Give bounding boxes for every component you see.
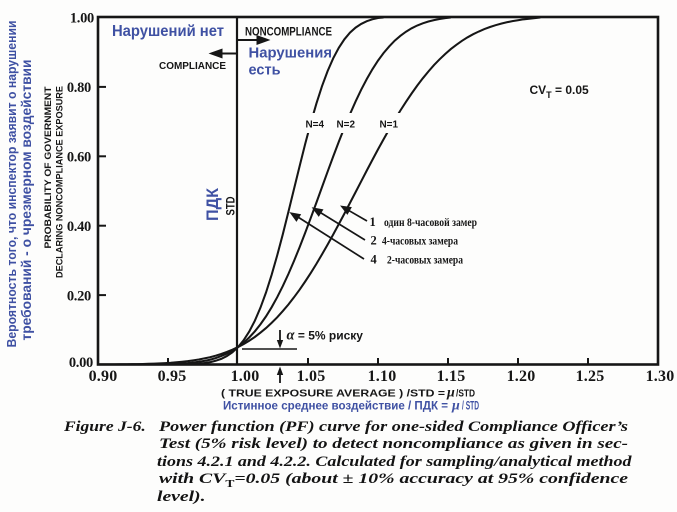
svg-text:/STD: /STD bbox=[456, 388, 475, 400]
svg-text:4-часовых замера: 4-часовых замера bbox=[382, 236, 458, 248]
svg-text:0.00: 0.00 bbox=[69, 355, 93, 371]
svg-text:4: 4 bbox=[371, 253, 378, 267]
svg-text:1.00: 1.00 bbox=[231, 368, 260, 385]
svg-text:1.20: 1.20 bbox=[507, 368, 536, 385]
svg-text:1: 1 bbox=[370, 215, 376, 229]
svg-text:N=2: N=2 bbox=[337, 119, 356, 131]
svg-text:1.15: 1.15 bbox=[437, 368, 466, 385]
svg-text:Нарушения: Нарушения bbox=[249, 45, 333, 62]
svg-text:STD: STD bbox=[226, 197, 238, 216]
svg-text:0.40: 0.40 bbox=[67, 219, 91, 235]
svg-text:( TRUE EXPOSURE AVERAGE ) /STD: ( TRUE EXPOSURE AVERAGE ) /STD = bbox=[221, 388, 445, 400]
svg-text:CVT = 0.05: CVT = 0.05 bbox=[530, 83, 590, 100]
svg-text:один 8-часовой замер: один 8-часовой замер bbox=[384, 217, 477, 229]
svg-text:NONCOMPLIANCE: NONCOMPLIANCE bbox=[245, 25, 332, 39]
svg-text:μ: μ bbox=[451, 399, 460, 414]
svg-text:есть: есть bbox=[249, 62, 281, 79]
svg-text:1.30: 1.30 bbox=[646, 368, 675, 385]
svg-text:1.00: 1.00 bbox=[70, 11, 94, 27]
svg-text:0.80: 0.80 bbox=[67, 80, 91, 96]
svg-text:Вероятность того, что инспекто: Вероятность того, что инспектор заявит о… bbox=[4, 21, 19, 348]
svg-text:N=1: N=1 bbox=[380, 119, 399, 131]
svg-text:1.05: 1.05 bbox=[297, 368, 326, 385]
svg-text:Нарушений нет: Нарушений нет bbox=[112, 23, 224, 40]
svg-text:μ: μ bbox=[446, 386, 455, 401]
svg-text:2: 2 bbox=[371, 234, 377, 248]
svg-text:Истинное среднее воздействие /: Истинное среднее воздействие / ПДК = bbox=[223, 399, 448, 413]
svg-text:COMPLIANCE: COMPLIANCE bbox=[159, 60, 226, 72]
svg-text:ПДК: ПДК bbox=[203, 187, 222, 221]
svg-text:0.60: 0.60 bbox=[67, 150, 91, 166]
svg-text:1.25: 1.25 bbox=[576, 368, 605, 385]
svg-text:/ STD: / STD bbox=[462, 399, 479, 413]
svg-text:1.10: 1.10 bbox=[368, 368, 397, 385]
svg-text:0.95: 0.95 bbox=[158, 368, 187, 385]
svg-text:0.20: 0.20 bbox=[67, 289, 91, 305]
svg-text:0.90: 0.90 bbox=[89, 368, 118, 385]
svg-text:требований - о чрезмерном возд: требований - о чрезмерном воздействии bbox=[19, 60, 34, 341]
svg-text:α = 5% риску: α = 5% риску bbox=[287, 328, 364, 344]
svg-text:2-часовых замера: 2-часовых замера bbox=[387, 255, 463, 267]
svg-text:DECLARING NONCOMPLIANCE EXPOSU: DECLARING NONCOMPLIANCE EXPOSURE bbox=[55, 86, 66, 278]
svg-text:N=4: N=4 bbox=[306, 119, 325, 131]
svg-text:PROBABILITY OF GOVERNMENT: PROBABILITY OF GOVERNMENT bbox=[43, 86, 54, 248]
